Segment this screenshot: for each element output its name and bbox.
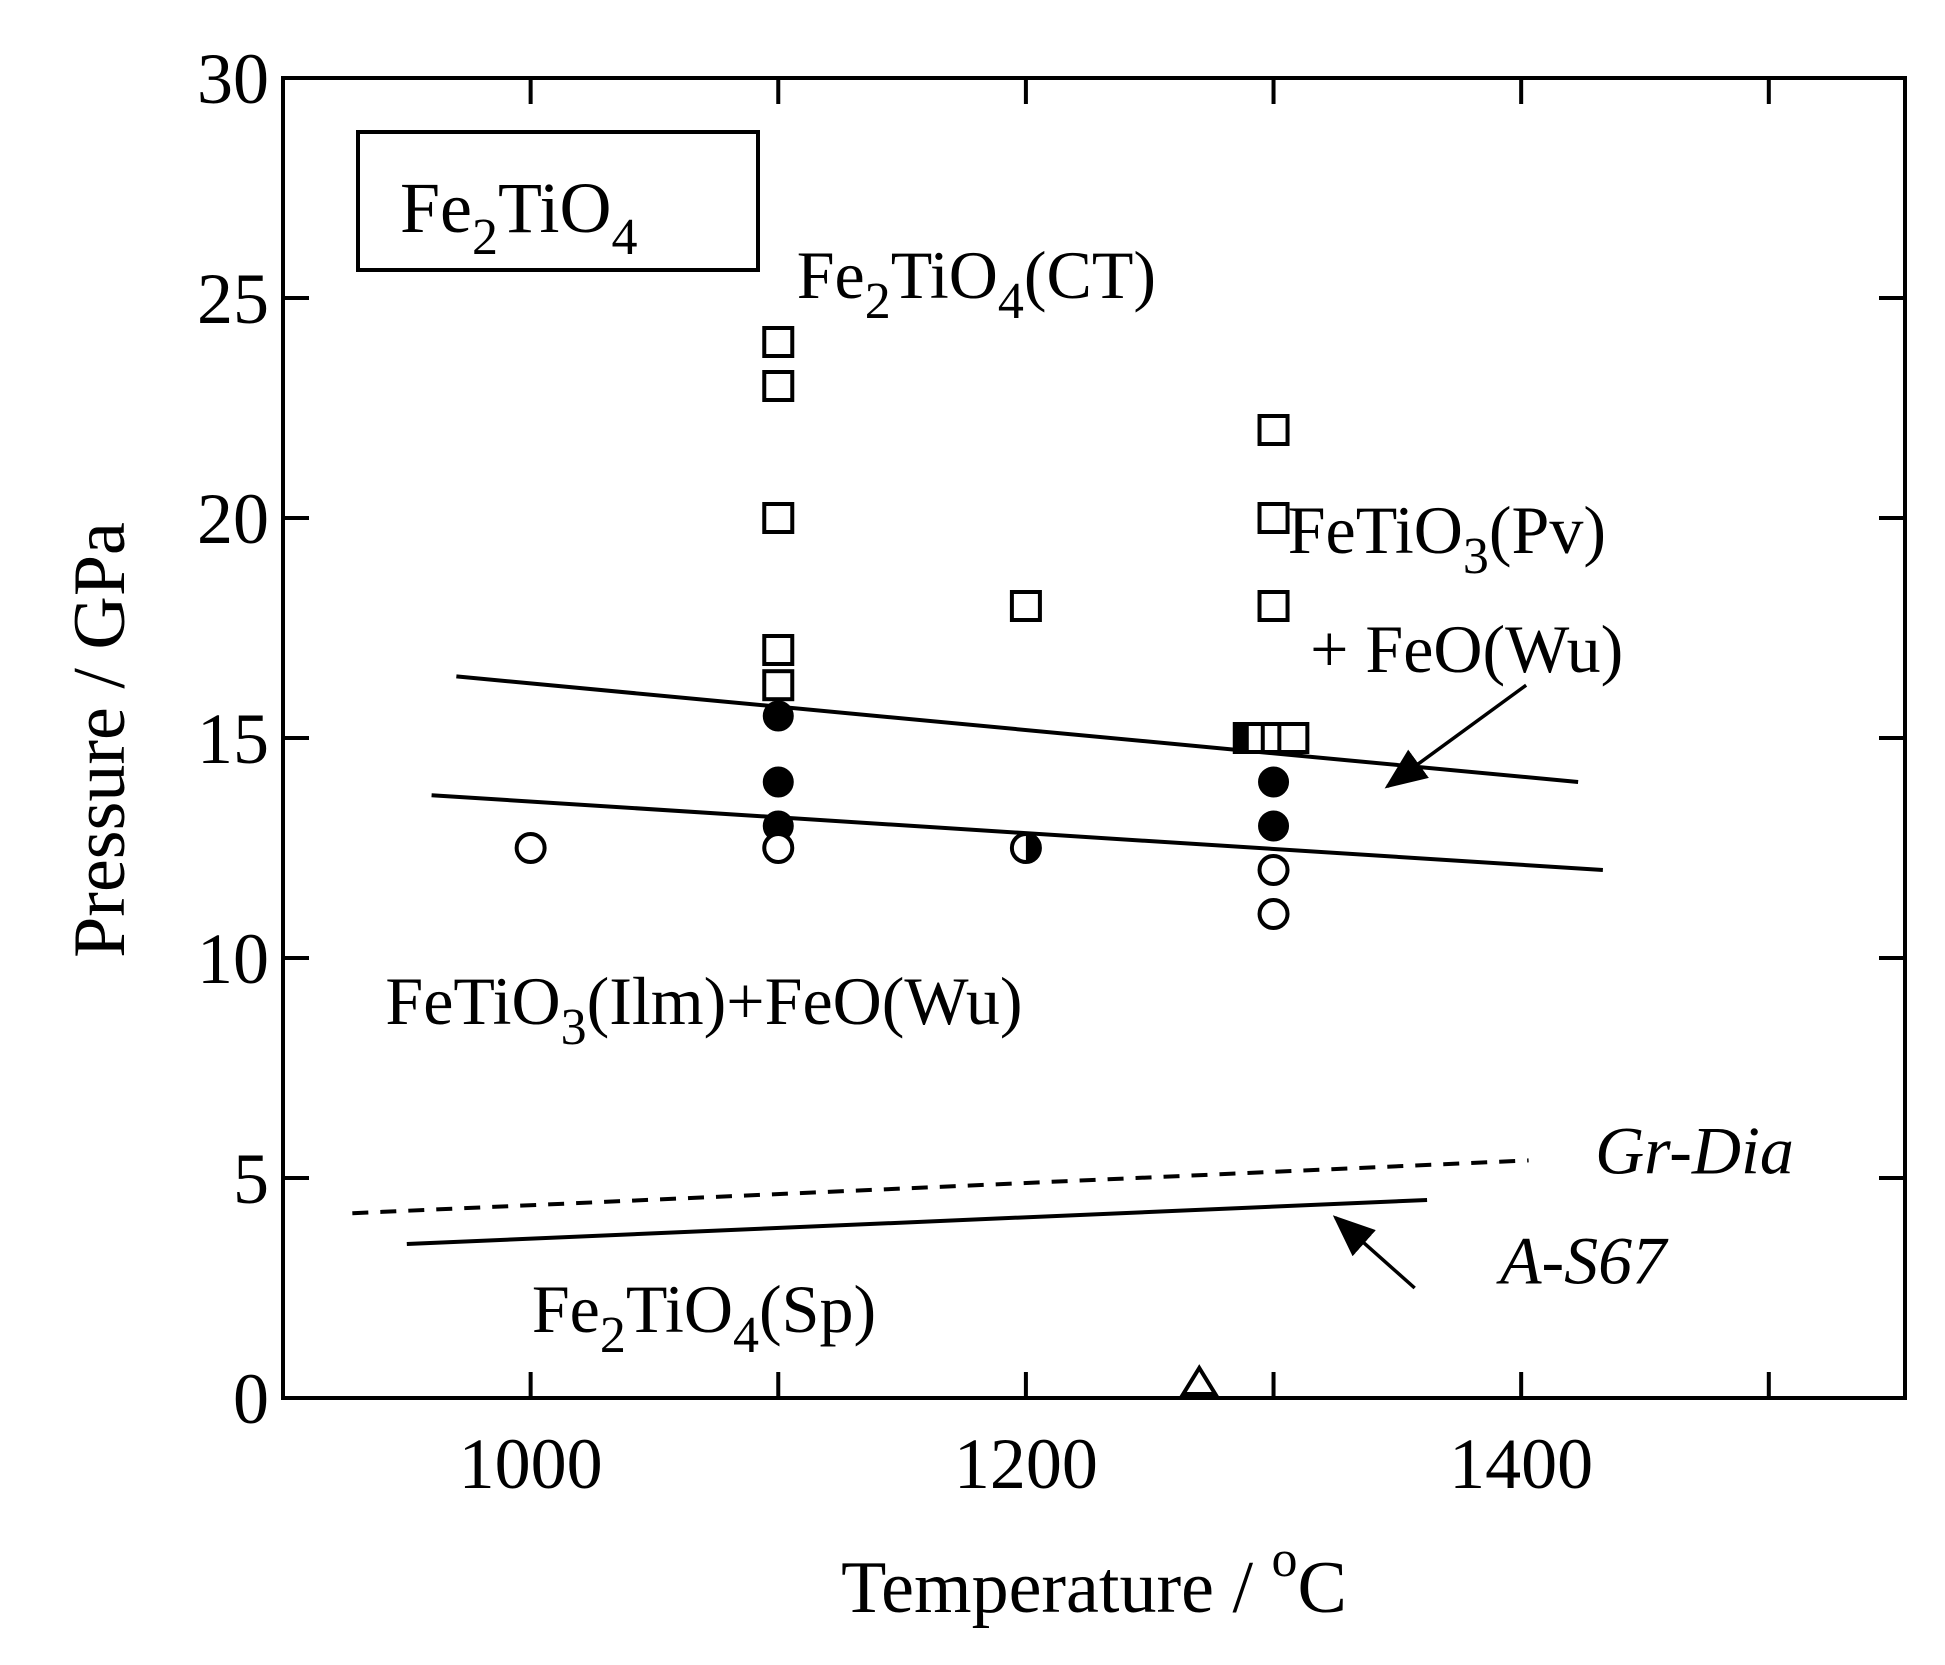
- x-axis-title: Temperature / oC: [841, 1531, 1347, 1629]
- y-tick-label: 25: [197, 259, 269, 339]
- y-axis-title: Pressure / GPa: [59, 522, 141, 958]
- y-tick-label: 30: [197, 39, 269, 119]
- region-label-ct: Fe2TiO4(CT): [797, 237, 1156, 330]
- open-square-point: [1257, 502, 1290, 534]
- phase-boundaries: [352, 674, 1604, 1246]
- x-tick-label: 1200: [954, 1424, 1098, 1504]
- annotation-arrow: [1384, 683, 1528, 789]
- y-tick-label: 10: [197, 919, 269, 999]
- open-square-point: [1277, 722, 1310, 754]
- filled-circle-point: [762, 766, 794, 798]
- half-square-fill: [1234, 724, 1249, 752]
- data-points: [514, 326, 1310, 1396]
- region-labels: Fe2TiO4(CT) FeTiO3(Pv) + FeO(Wu) FeTiO3(Ilm…: [385, 237, 1794, 1364]
- tick-labels: 0 5 10 15 20 25 30 1000 1200 1400: [197, 39, 1593, 1504]
- region-label-pv1: FeTiO3(Pv): [1288, 492, 1606, 585]
- compound-box: [356, 130, 760, 272]
- axis-ticks: [283, 78, 1905, 1398]
- open-triangle-point: [1179, 1364, 1219, 1396]
- boundary-line: [406, 1198, 1428, 1246]
- filled-circle-point: [1258, 810, 1290, 842]
- open-square-point: [1257, 590, 1290, 622]
- open-circle-point: [514, 832, 547, 864]
- annotation-arrow: [1332, 1215, 1416, 1290]
- filled-circle-point: [1258, 766, 1290, 798]
- boundary-line: [456, 674, 1579, 784]
- y-tick-label: 15: [197, 699, 269, 779]
- y-tick-label: 20: [197, 479, 269, 559]
- x-tick-label: 1000: [459, 1424, 603, 1504]
- open-square-point: [762, 634, 795, 666]
- open-square-point: [762, 326, 795, 358]
- region-label-pv2: + FeO(Wu): [1310, 611, 1623, 687]
- open-square-point: [762, 502, 795, 534]
- open-square-point: [1257, 414, 1290, 446]
- region-label-as67: A-S67: [1496, 1223, 1669, 1299]
- compound-box-label: Fe2TiO4: [400, 168, 637, 266]
- open-circle-point: [1257, 898, 1290, 930]
- region-label-grdia: Gr-Dia: [1595, 1113, 1794, 1189]
- dashed-boundary-line: [352, 1158, 1529, 1216]
- boundary-line: [431, 793, 1604, 872]
- filled-circle-point: [762, 700, 794, 732]
- open-circle-point: [762, 832, 795, 864]
- region-label-ilm: FeTiO3(Ilm)+FeO(Wu): [385, 963, 1022, 1056]
- x-tick-label: 1400: [1449, 1424, 1593, 1504]
- region-label-sp: Fe2TiO4(Sp): [532, 1271, 876, 1364]
- half-circle-fill: [1025, 834, 1040, 862]
- open-circle-point: [1257, 854, 1290, 886]
- annotation-arrows: [1332, 683, 1528, 1290]
- open-square-point: [762, 370, 795, 402]
- y-tick-label: 0: [233, 1359, 269, 1439]
- open-square-point: [762, 669, 795, 702]
- open-square-point: [1009, 590, 1042, 622]
- y-tick-label: 5: [233, 1139, 269, 1219]
